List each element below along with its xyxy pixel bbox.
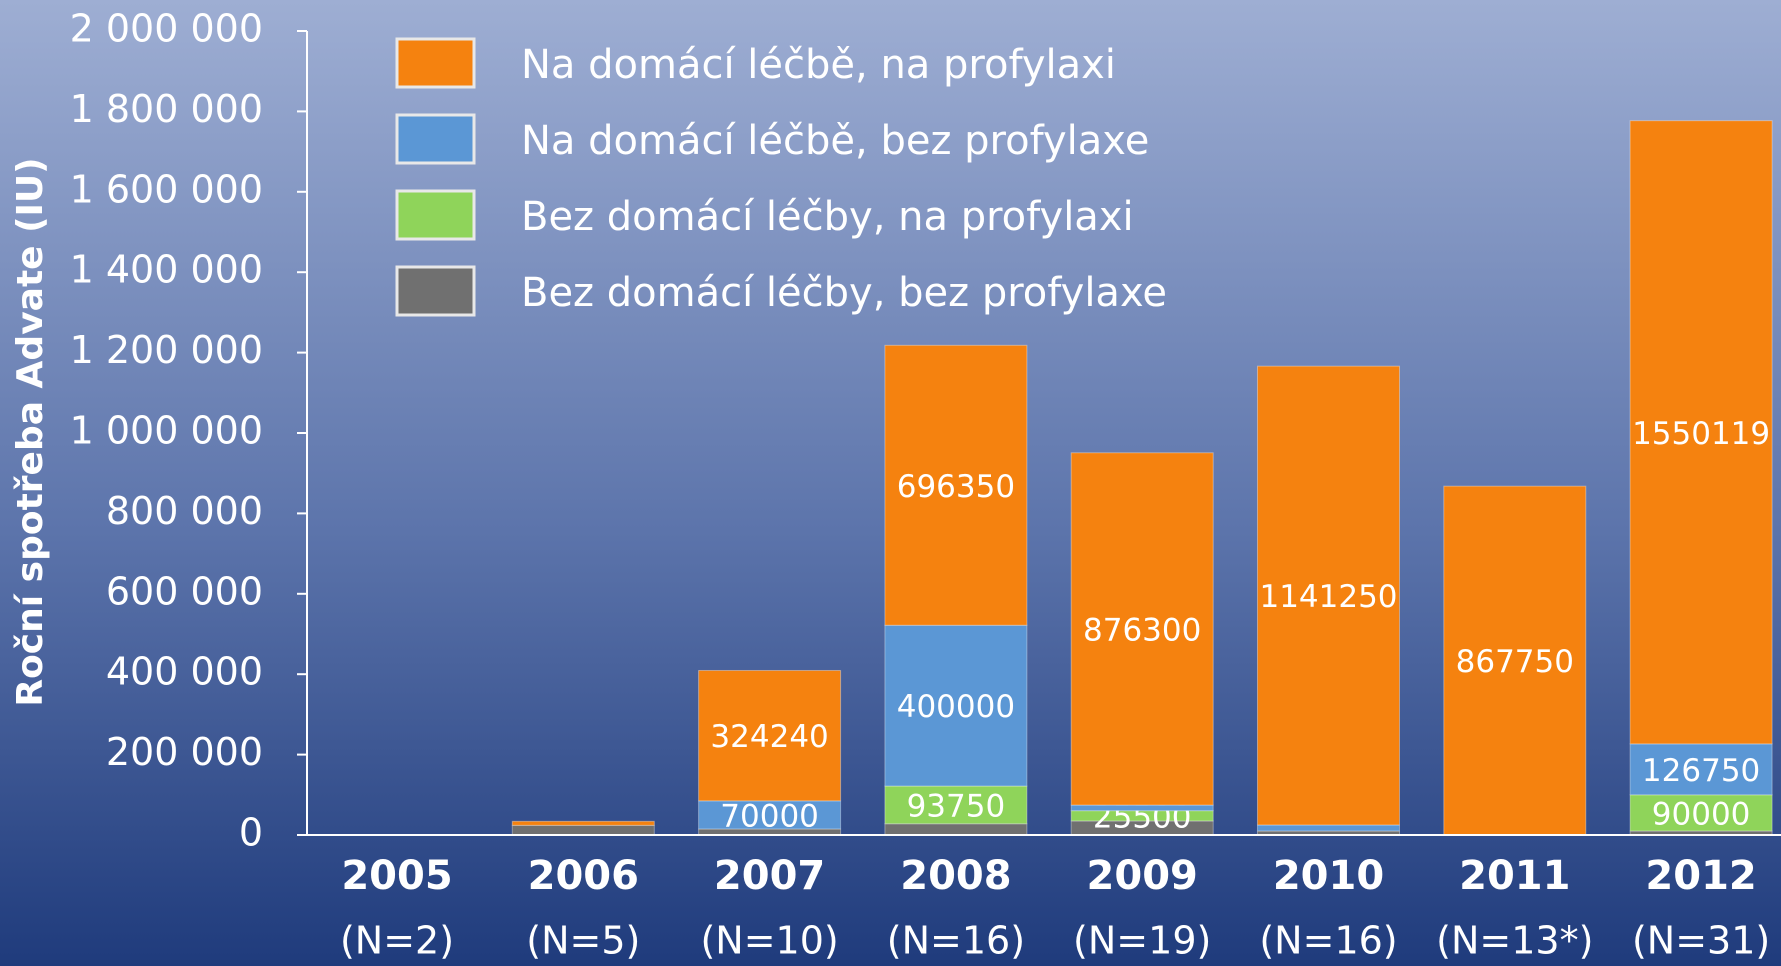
- legend-label: Na domácí léčbě, na profylaxi: [521, 42, 1116, 88]
- value-label: 1550119: [1632, 416, 1770, 452]
- bar-segment: [1257, 824, 1400, 832]
- legend-label: Na domácí léčbě, bez profylaxe: [521, 118, 1149, 164]
- x-tick-label: 2007: [714, 853, 825, 899]
- x-tick-note: (N=5): [526, 919, 640, 963]
- bar-segment: [1443, 485, 1587, 836]
- bar-segment: [1629, 120, 1773, 745]
- legend-swatch: [395, 189, 476, 241]
- value-label: 126750: [1642, 753, 1760, 789]
- legend-label: Bez domácí léčby, bez profylaxe: [521, 270, 1167, 316]
- value-label: 90000: [1652, 796, 1751, 832]
- value-label: 867750: [1456, 644, 1574, 680]
- value-label: 93750: [907, 788, 1006, 824]
- value-label: 70000: [720, 798, 819, 834]
- y-tick-label: 600 000: [106, 569, 263, 613]
- x-tick-label: 2008: [900, 853, 1011, 899]
- bar-segment: [1629, 743, 1773, 796]
- bar-segment: [884, 785, 1028, 825]
- bar-segment: [698, 669, 842, 802]
- value-label: 1141250: [1259, 579, 1397, 615]
- x-tick-note: (N=13*): [1436, 919, 1593, 963]
- bar-segment: [1070, 452, 1214, 806]
- y-axis-label: Roční spotřeba Advate (IU): [10, 157, 51, 706]
- bar-segment: [1257, 365, 1400, 826]
- x-tick-label: 2006: [528, 853, 639, 899]
- y-tick-label: 2 000 000: [70, 7, 263, 51]
- x-tick-note: (N=10): [700, 919, 838, 963]
- bar-segment: [698, 800, 842, 830]
- value-label: 876300: [1083, 612, 1201, 648]
- bar-segment: [884, 624, 1028, 787]
- y-tick-label: 1 200 000: [70, 328, 263, 372]
- bar-segment: [884, 823, 1028, 836]
- y-tick-label: 1 800 000: [70, 87, 263, 131]
- x-tick-label: 2010: [1273, 853, 1384, 899]
- x-tick-label: 2012: [1645, 853, 1756, 899]
- value-label: 696350: [897, 469, 1015, 505]
- x-tick-note: (N=16): [887, 919, 1025, 963]
- legend-label: Bez domácí léčby, na profylaxi: [521, 194, 1134, 240]
- bar-segment: [884, 344, 1028, 626]
- value-label: 324240: [710, 719, 828, 755]
- legend-swatch: [395, 265, 476, 317]
- x-tick-label: 2005: [341, 853, 452, 899]
- bar-segment: [1629, 794, 1773, 832]
- bar-segment: [511, 824, 655, 836]
- legend-swatch: [395, 37, 476, 89]
- x-tick-note: (N=16): [1259, 919, 1397, 963]
- bar-segment: [1070, 804, 1214, 812]
- x-tick-label: 2009: [1087, 853, 1198, 899]
- x-tick-note: (N=2): [340, 919, 454, 963]
- y-tick-label: 400 000: [106, 650, 263, 694]
- value-label: 400000: [897, 689, 1015, 725]
- y-tick-label: 1 000 000: [70, 409, 263, 453]
- y-tick-label: 0: [239, 811, 263, 855]
- bar-segment: [511, 820, 655, 826]
- x-tick-note: (N=31): [1632, 919, 1770, 963]
- y-tick-label: 800 000: [106, 489, 263, 533]
- x-tick-note: (N=19): [1073, 919, 1211, 963]
- y-tick-label: 1 600 000: [70, 167, 263, 211]
- y-tick-label: 200 000: [106, 730, 263, 774]
- legend-swatch: [395, 113, 476, 165]
- y-tick-label: 1 400 000: [70, 248, 263, 292]
- x-tick-label: 2011: [1459, 853, 1570, 899]
